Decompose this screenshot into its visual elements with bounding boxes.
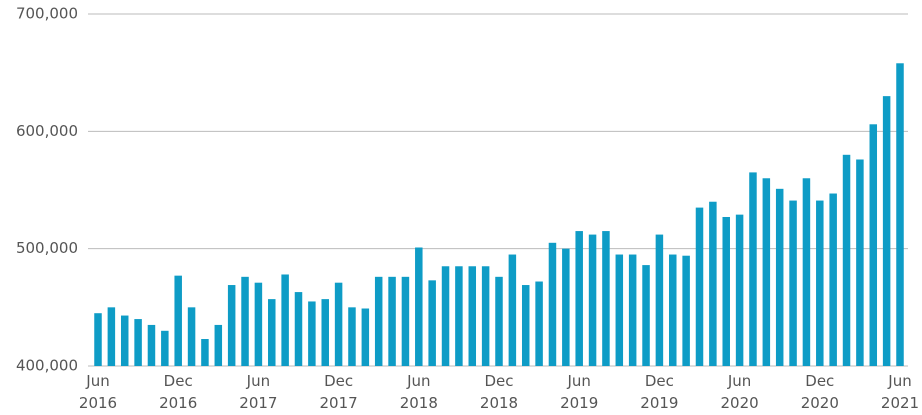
x-tick-label: Dec 2019 [640, 372, 678, 412]
bar [401, 276, 410, 366]
x-tick-label-line: 2017 [239, 394, 277, 412]
bar [682, 255, 690, 366]
y-tick-label: 400,000 [16, 357, 78, 375]
bar [374, 276, 383, 366]
x-tick-label-line: Dec [164, 372, 193, 390]
bar [548, 242, 557, 366]
bar [227, 285, 236, 366]
bar [602, 231, 610, 366]
x-tick-label-line: 2016 [159, 394, 197, 412]
bar [789, 200, 797, 366]
x-tick-label-line: Jun [727, 372, 751, 390]
y-tick-label: 600,000 [16, 122, 78, 140]
x-tick-label-line: 2016 [79, 394, 117, 412]
y-tick-label: 700,000 [16, 5, 78, 23]
x-tick-label-line: 2020 [801, 394, 839, 412]
bar [882, 96, 891, 366]
bar [896, 63, 904, 366]
bar [535, 281, 543, 366]
bar [134, 319, 142, 366]
x-tick-label-line: 2018 [400, 394, 438, 412]
bar [481, 266, 490, 366]
x-tick-label: Dec 2018 [480, 372, 518, 412]
bar [361, 308, 370, 366]
bar [722, 216, 730, 366]
bar [254, 282, 263, 366]
x-tick-label: Dec 2016 [159, 372, 197, 412]
bar [575, 231, 583, 366]
x-tick-label-line: Dec [324, 372, 353, 390]
bar [161, 330, 169, 366]
bar [94, 313, 102, 366]
bar [709, 201, 717, 366]
bar [455, 266, 463, 366]
bar [642, 265, 650, 366]
bar [842, 154, 851, 366]
x-tick-label: Jun 2018 [400, 372, 438, 412]
bar [695, 207, 704, 366]
bar [735, 214, 744, 366]
bar [107, 307, 116, 366]
x-tick-label-line: Dec [645, 372, 674, 390]
bar [348, 307, 356, 366]
bar [428, 280, 436, 366]
y-tick-label: 500,000 [16, 239, 78, 257]
x-tick-label-line: 2019 [560, 394, 598, 412]
bar [294, 292, 303, 366]
x-tick-label-line: Dec [805, 372, 834, 390]
x-tick-label: Jun 2020 [721, 372, 759, 412]
x-tick-label-line: Jun [246, 372, 270, 390]
bar [615, 254, 624, 366]
bar [562, 248, 570, 366]
x-tick-label: Jun 2019 [560, 372, 598, 412]
bar [856, 159, 864, 366]
bar [816, 200, 824, 366]
bar [521, 285, 530, 366]
x-tick-label-line: Dec [484, 372, 513, 390]
bar [187, 307, 196, 366]
x-tick-label-line: 2021 [881, 394, 919, 412]
x-tick-label-line: 2020 [721, 394, 759, 412]
bar [241, 276, 249, 366]
x-tick-label: Jun 2016 [79, 372, 117, 412]
bar [669, 254, 677, 366]
bar [441, 266, 450, 366]
bar [829, 193, 837, 366]
bar [308, 301, 316, 366]
bar [588, 234, 597, 366]
bar [201, 339, 209, 366]
bar [775, 188, 784, 366]
bar [281, 274, 289, 366]
x-tick-label-line: 2017 [320, 394, 358, 412]
x-tick-label-line: Jun [85, 372, 109, 390]
bar [120, 315, 129, 366]
x-tick-label: Dec 2020 [801, 372, 839, 412]
bar [334, 282, 343, 366]
bar [388, 276, 396, 366]
bar [508, 254, 517, 366]
x-tick-label: Dec 2017 [320, 372, 358, 412]
bar [174, 275, 182, 366]
bar [268, 299, 276, 366]
x-tick-label-line: 2018 [480, 394, 518, 412]
bar [321, 299, 329, 366]
x-tick-label-line: 2019 [640, 394, 678, 412]
x-tick-label-line: Jun [887, 372, 911, 390]
bar [214, 324, 223, 366]
bar [468, 266, 477, 366]
x-tick-label: Jun 2017 [239, 372, 277, 412]
bar [802, 178, 811, 366]
x-tick-label: Jun 2021 [881, 372, 919, 412]
bar [762, 178, 771, 366]
bar [147, 324, 156, 366]
bar [749, 172, 757, 366]
bar [628, 254, 637, 366]
x-tick-label-line: Jun [406, 372, 430, 390]
bar [869, 124, 878, 366]
bar [415, 247, 423, 366]
bar [655, 234, 664, 366]
x-tick-label-line: Jun [566, 372, 590, 390]
bar [495, 276, 503, 366]
